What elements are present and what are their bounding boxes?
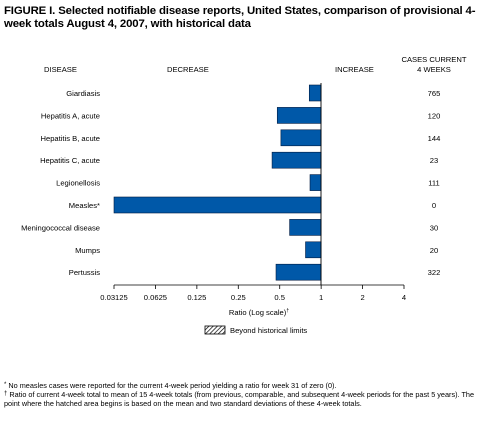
cases-value: 144 — [428, 134, 441, 143]
category-labels: Giardiasis Hepatitis A, acute Hepatitis B,… — [21, 89, 100, 277]
header-increase: INCREASE — [335, 65, 374, 74]
category-label: Hepatitis C, acute — [40, 156, 100, 165]
legend-label: Beyond historical limits — [230, 326, 307, 335]
category-label: Giardiasis — [66, 89, 100, 98]
bar-hepatitis-c-acute — [271, 151, 322, 169]
cases-value: 20 — [430, 246, 438, 255]
footnote-1-text: No measles cases were reported for the c… — [8, 381, 337, 390]
header-cases-line2: 4 WEEKS — [417, 65, 451, 74]
footnote-1-mark: * — [4, 382, 7, 388]
bar-giardiasis — [308, 84, 322, 102]
x-tick-label: 2 — [360, 293, 364, 302]
bar-mumps — [305, 241, 322, 259]
x-tick-label: 0.25 — [231, 293, 246, 302]
cases-value: 322 — [428, 268, 441, 277]
category-label: Measles* — [69, 201, 100, 210]
x-axis-ticks: 0.03125 0.0625 0.125 0.25 0.5 1 2 4 — [100, 285, 406, 302]
category-label: Hepatitis A, acute — [41, 111, 100, 120]
bars-layer — [113, 84, 322, 281]
bar-meningococcal-disease — [289, 219, 322, 236]
header-disease: DISEASE — [44, 65, 77, 74]
footnote-ratio: † Ratio of current 4-week total to mean … — [4, 390, 490, 408]
x-tick-label: 0.5 — [274, 293, 285, 302]
category-label: Meningococcal disease — [21, 223, 100, 232]
header-cases-line1: CASES CURRENT — [402, 55, 467, 64]
cases-value: 0 — [432, 201, 436, 210]
bar-hepatitis-a-acute — [276, 107, 322, 124]
bar-pertussis — [275, 263, 322, 281]
x-tick-label: 0.0625 — [144, 293, 167, 302]
cases-value: 120 — [428, 111, 441, 120]
x-axis-label-mark: † — [286, 308, 289, 314]
bar-legionellosis — [309, 174, 322, 191]
category-label: Mumps — [75, 246, 100, 255]
cases-value: 23 — [430, 156, 438, 165]
category-label: Legionellosis — [56, 179, 100, 188]
x-tick-label: 1 — [319, 293, 323, 302]
cases-value: 111 — [428, 179, 440, 188]
cases-value: 765 — [428, 89, 441, 98]
footnote-2-mark: † — [4, 391, 8, 397]
x-axis-label: Ratio (Log scale)† — [229, 308, 289, 317]
cases-value: 30 — [430, 223, 438, 232]
bar-hepatitis-b-acute — [280, 129, 322, 147]
category-label: Pertussis — [69, 268, 100, 277]
x-tick-label: 4 — [402, 293, 406, 302]
cases-values: 765 120 144 23 111 0 30 20 322 — [428, 89, 441, 277]
x-tick-label: 0.03125 — [100, 293, 127, 302]
footnote-measles: * No measles cases were reported for the… — [4, 381, 490, 390]
x-axis-label-text: Ratio (Log scale) — [229, 308, 287, 317]
category-label: Hepatitis B, acute — [40, 134, 100, 143]
x-tick-label: 0.125 — [187, 293, 206, 302]
legend-hatch-swatch — [204, 325, 226, 335]
bar-measles — [113, 196, 322, 214]
footnote-2-text: Ratio of current 4-week total to mean of… — [4, 390, 475, 408]
figure-title: FIGURE I. Selected notifiable disease re… — [4, 5, 476, 30]
header-decrease: DECREASE — [167, 65, 209, 74]
